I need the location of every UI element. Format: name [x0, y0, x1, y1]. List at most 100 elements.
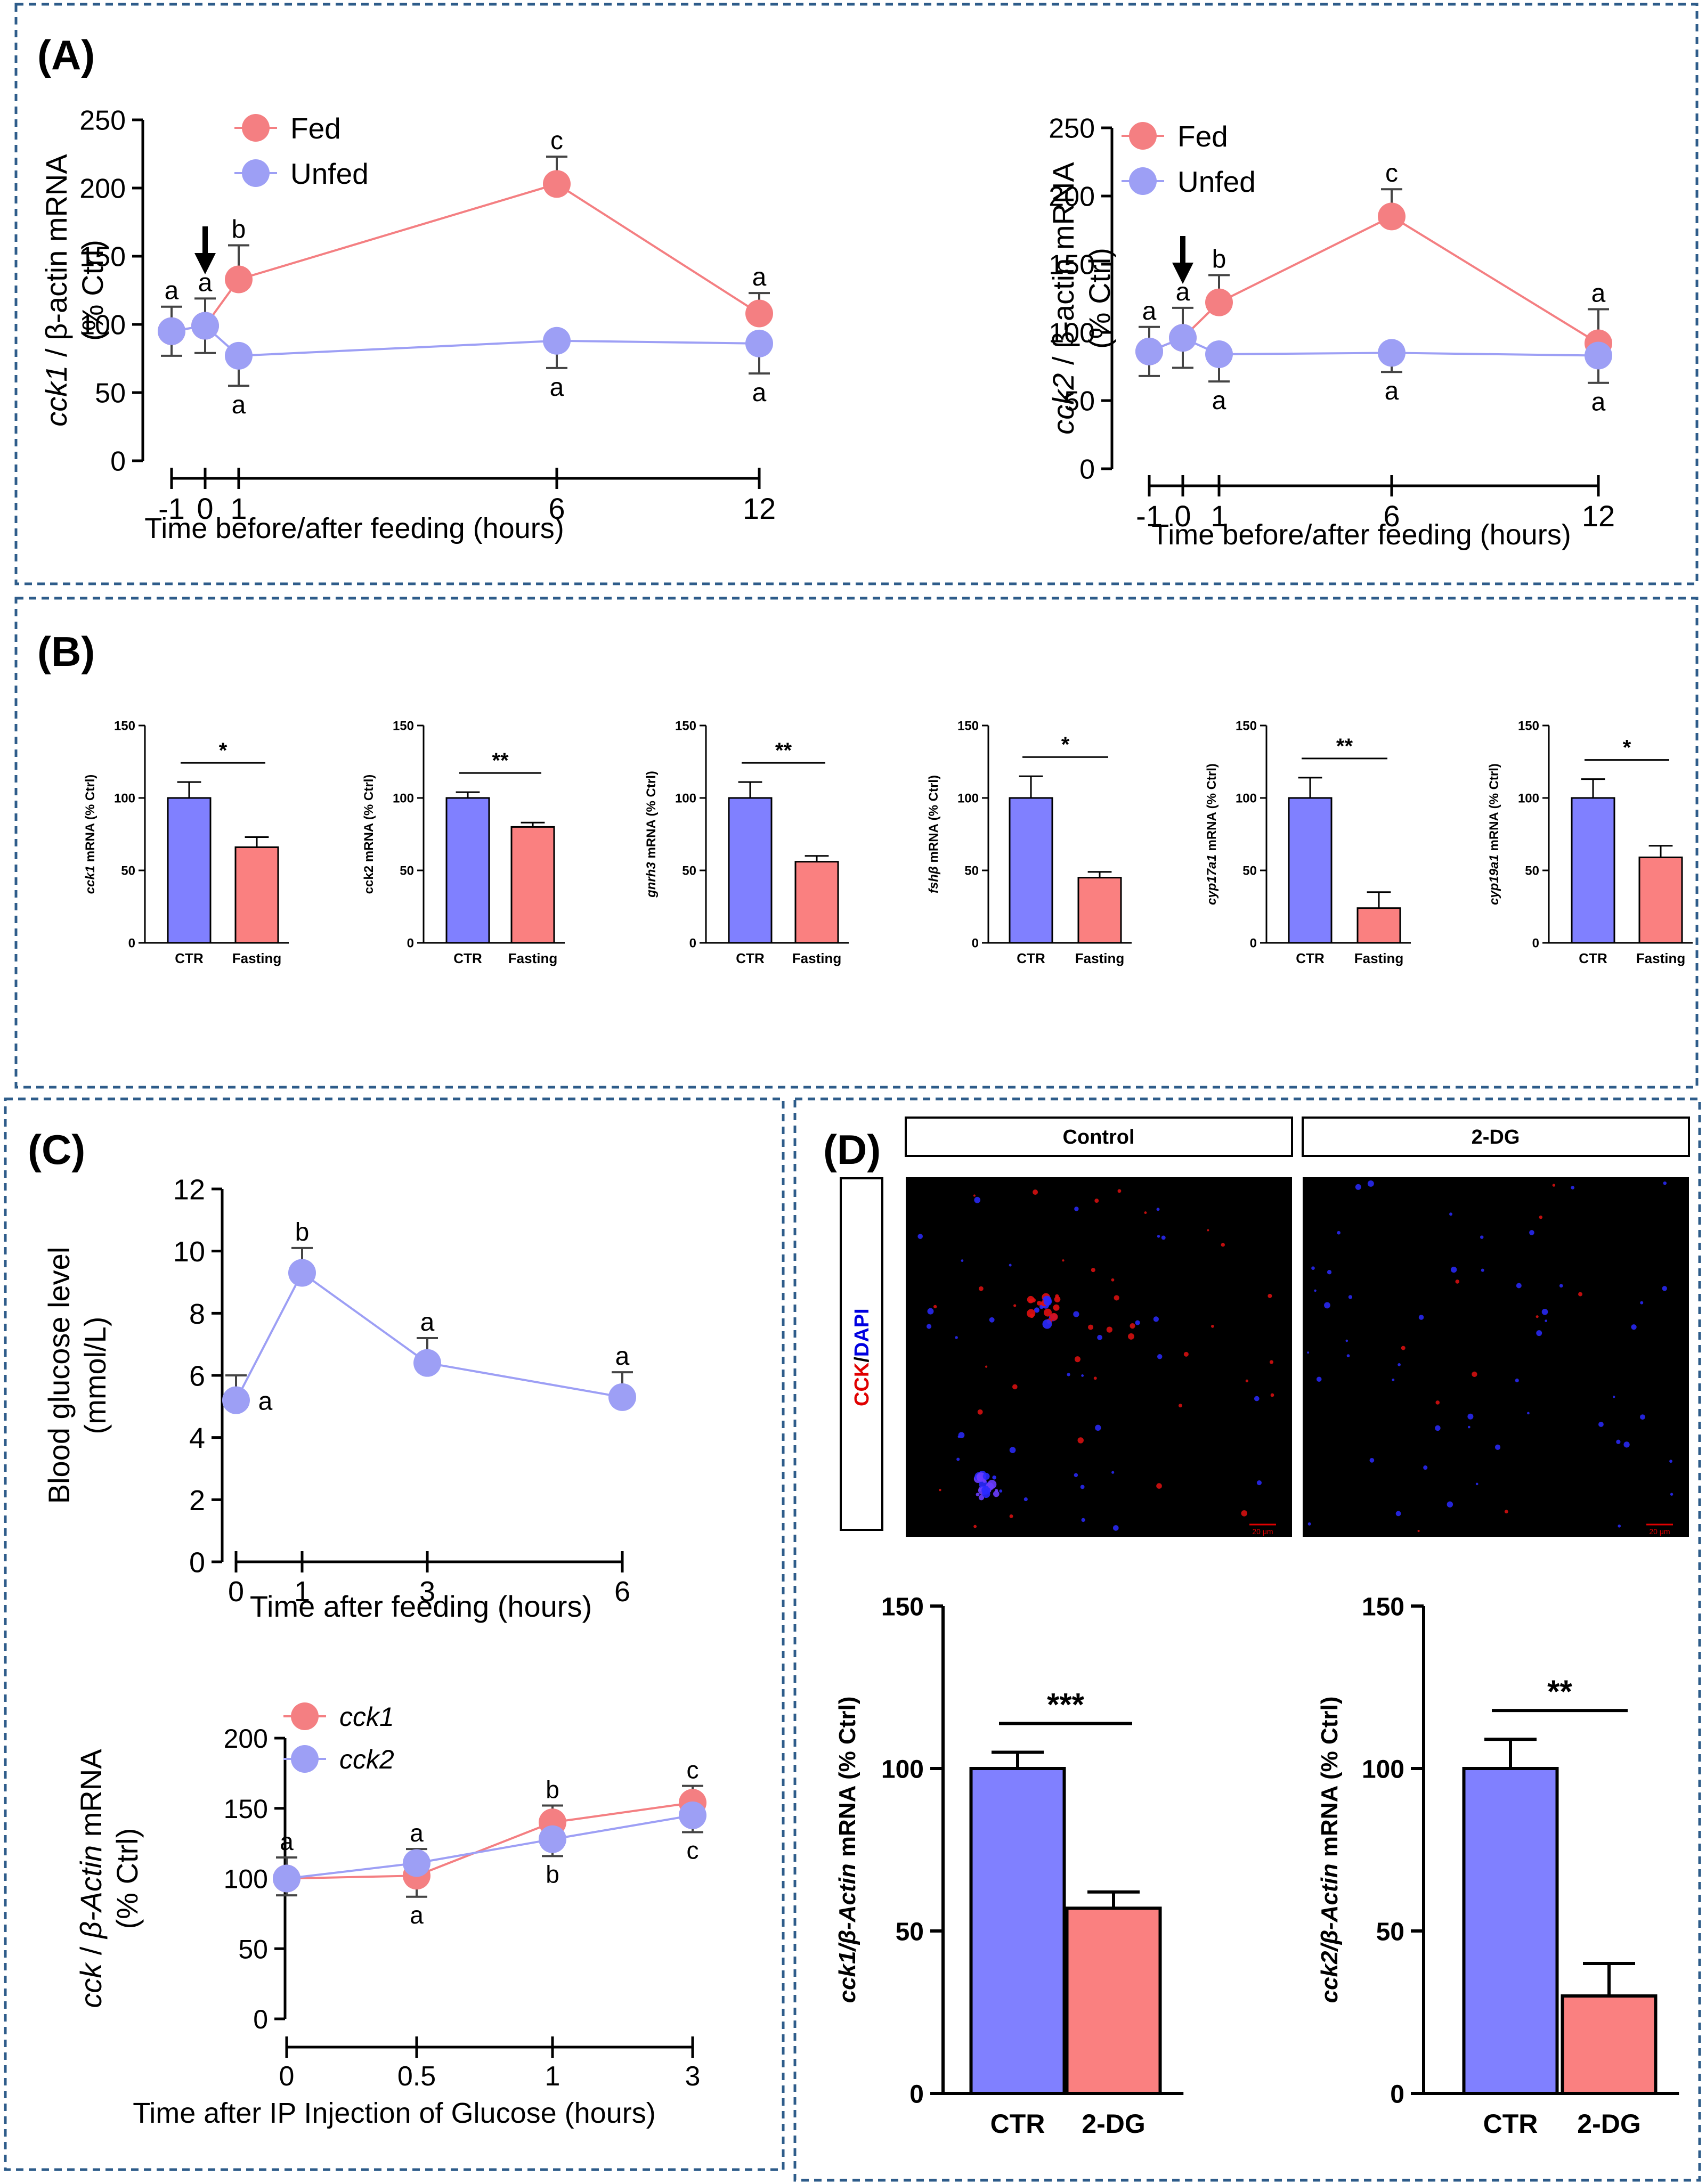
dapi-signal — [999, 1489, 1003, 1493]
y-tick-label: 50 — [964, 864, 979, 878]
stain-label-red: CCK — [851, 1362, 873, 1406]
significance-letter: c — [687, 1837, 699, 1864]
cck-signal — [1074, 1356, 1081, 1363]
y-axis-label-rest: mRNA (% Ctrl) — [1205, 763, 1219, 854]
y-axis-label: fshβ mRNA (% Ctrl) — [927, 775, 941, 893]
significance-stars: * — [1623, 736, 1631, 760]
dapi-signal — [1616, 1439, 1621, 1444]
y-tick-label: 100 — [224, 1864, 268, 1894]
cck-signal — [1211, 1325, 1214, 1328]
bar-ctr — [1009, 797, 1053, 944]
data-point — [158, 317, 185, 345]
data-point — [608, 1383, 636, 1411]
cck-signal — [977, 1409, 983, 1415]
y-axis-label-gene: cyp19a1 — [1487, 854, 1501, 905]
dapi-signal — [1447, 1501, 1453, 1507]
chart-d1: 0 50 100 150 CTR 2-DG *** cck1/β-Actin mRNA (% … — [834, 1593, 1184, 2139]
significance-letter: b — [546, 1775, 559, 1803]
stain-label-box — [840, 1177, 883, 1531]
y-tick-label: 50 — [1242, 864, 1257, 878]
significance-letter: a — [1142, 297, 1157, 325]
dapi-signal — [1369, 1458, 1375, 1463]
dapi-signal — [1612, 1396, 1615, 1398]
dapi-signal — [1307, 1522, 1311, 1526]
y-tick-label: 0 — [909, 2080, 924, 2108]
dapi-signal — [1311, 1266, 1315, 1270]
cck-signal — [1221, 1243, 1225, 1247]
cck-signal — [1552, 1184, 1556, 1187]
cell-cluster — [1044, 1308, 1052, 1317]
dapi-signal — [1663, 1181, 1667, 1185]
dapi-signal — [1449, 1212, 1452, 1216]
significance-letter: a — [550, 373, 564, 402]
bar-fasting — [1356, 907, 1401, 944]
chart-b2: 0 50 100 150 CTR Fasting ** cck2 mRNA (% Ctrl) — [362, 719, 565, 966]
cck-signal — [1106, 1326, 1112, 1333]
y-tick-label: 12 — [173, 1174, 205, 1205]
y-tick-label: 100 — [1049, 318, 1095, 349]
y-tick-label: 10 — [173, 1236, 205, 1268]
y-tick-label: 150 — [881, 1593, 924, 1621]
data-point — [1378, 202, 1406, 231]
dapi-signal — [1097, 1334, 1102, 1340]
cell-cluster — [1054, 1296, 1061, 1303]
cck-signal — [1472, 1371, 1477, 1378]
data-point — [543, 327, 571, 355]
dapi-signal — [917, 1234, 923, 1239]
category-label: Fasting — [508, 950, 557, 966]
dapi-signal — [1515, 1378, 1519, 1383]
cck-signal — [1111, 1278, 1115, 1282]
significance-letter: c — [550, 127, 563, 155]
data-point — [403, 1849, 430, 1877]
x-tick-label: 12 — [743, 492, 776, 525]
panel-a-letter: (A) — [37, 31, 95, 78]
y-tick-label: 0 — [1250, 936, 1257, 951]
x-tick-label: 3 — [419, 1576, 435, 1608]
series-cck2: a b c — [273, 1801, 706, 1897]
series-glucose: a b a a — [222, 1218, 636, 1416]
dapi-signal — [1631, 1324, 1637, 1330]
data-point — [543, 170, 571, 198]
data-point — [1585, 341, 1612, 370]
cck-signal — [933, 1305, 937, 1309]
cck-signal — [1091, 1268, 1095, 1273]
significance-letter: a — [752, 263, 767, 291]
bar-fasting — [510, 826, 555, 944]
dapi-signal — [1467, 1413, 1474, 1420]
significance-stars: ** — [1336, 735, 1353, 758]
y-tick-label: 50 — [238, 1934, 268, 1964]
y-tick-label: 150 — [1049, 250, 1095, 281]
bar-ctr — [969, 1767, 1066, 2095]
bar-fasting — [1077, 877, 1122, 944]
cck-signal — [1087, 1324, 1094, 1330]
y-tick-label: 50 — [121, 864, 135, 878]
y-axis-label: cyp17a1 mRNA (% Ctrl) — [1205, 763, 1219, 905]
dapi-signal — [1081, 1374, 1084, 1377]
significance-letter: a — [1385, 377, 1399, 405]
y-tick-label: 150 — [1518, 719, 1539, 734]
dapi-signal — [1161, 1235, 1166, 1240]
y-axis-label-gene: cck1/β-Actin — [834, 1863, 860, 2003]
series-line — [286, 1802, 693, 1880]
data-point — [1169, 324, 1197, 352]
y-axis-label-text: Blood glucose level — [42, 1247, 76, 1504]
dapi-signal — [1345, 1339, 1348, 1342]
dapi-signal — [1398, 1363, 1401, 1366]
cell-cluster — [1042, 1319, 1052, 1329]
y-tick-label: 0 — [972, 936, 979, 951]
stain-label-sep: / — [851, 1357, 873, 1363]
x-tick-label: 12 — [1582, 499, 1615, 533]
dapi-signal — [1395, 1511, 1401, 1517]
cell-cluster — [987, 1480, 997, 1489]
category-label: CTR — [1483, 2109, 1538, 2139]
y-tick-label: 150 — [224, 1794, 268, 1824]
dapi-signal — [1327, 1270, 1332, 1275]
x-axis-label: Time after IP Injection of Glucose (hour… — [133, 2097, 655, 2129]
category-label: CTR — [1579, 950, 1607, 966]
y-tick-label: 250 — [79, 105, 126, 136]
dapi-signal — [927, 1324, 932, 1329]
dapi-signal — [1545, 1319, 1548, 1322]
y-tick-label: 0 — [407, 936, 414, 951]
cck-signal — [1539, 1215, 1543, 1219]
